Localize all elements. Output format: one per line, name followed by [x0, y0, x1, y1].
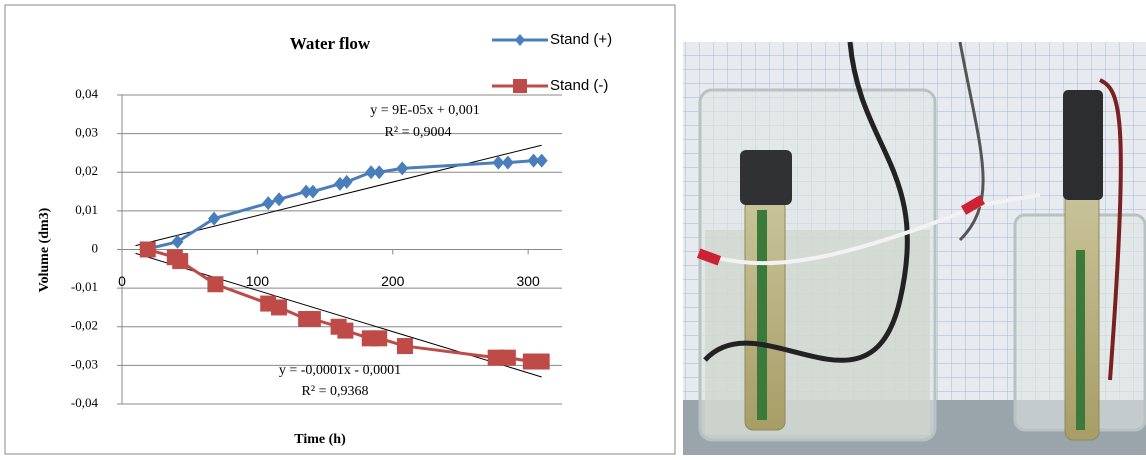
- point: [139, 241, 156, 258]
- point: [271, 299, 288, 316]
- point: [533, 353, 550, 370]
- point: [208, 211, 221, 226]
- point: [499, 349, 516, 366]
- point: [300, 184, 313, 199]
- point: [371, 330, 388, 347]
- trend-r2: R² = 0,9004: [385, 125, 452, 140]
- x-tick-label: 100: [246, 273, 270, 289]
- y-tick-label: 0: [92, 240, 99, 255]
- point: [337, 322, 354, 339]
- x-axis-label: Time (h): [294, 432, 346, 447]
- point: [262, 196, 275, 211]
- y-tick-label: 0,04: [75, 86, 98, 101]
- y-tick-label: -0,02: [71, 318, 98, 333]
- point: [207, 276, 224, 293]
- y-tick-label: -0,01: [71, 279, 98, 294]
- x-tick-label: 0: [118, 273, 126, 289]
- point: [373, 165, 386, 180]
- trend-equation: y = 9E-05x + 0,001: [370, 103, 480, 118]
- y-tick-label: 0,01: [75, 202, 98, 217]
- y-tick-label: 0,03: [75, 125, 98, 140]
- point: [396, 161, 409, 176]
- point: [273, 192, 286, 207]
- point: [365, 165, 378, 180]
- point: [172, 253, 189, 270]
- trend-r2: R² = 0,9368: [302, 384, 369, 399]
- y-tick-label: -0,03: [71, 356, 98, 371]
- point: [501, 155, 514, 170]
- point: [340, 174, 353, 189]
- chart-title: Water flow: [290, 34, 371, 53]
- x-tick-label: 200: [381, 273, 405, 289]
- point: [535, 153, 548, 168]
- legend-label: Stand (+): [550, 31, 612, 48]
- point: [306, 184, 319, 199]
- point: [171, 234, 184, 249]
- point: [304, 311, 321, 328]
- x-tick-label: 300: [516, 273, 540, 289]
- chart-frame: [4, 4, 676, 455]
- point: [492, 155, 505, 170]
- legend-marker: [515, 34, 525, 46]
- point: [396, 338, 413, 355]
- point: [487, 349, 504, 366]
- y-tick-label: 0,02: [75, 163, 98, 178]
- trendline: [135, 144, 542, 247]
- legend-marker: [513, 79, 527, 93]
- y-axis-label: Volume (dm3): [37, 207, 52, 292]
- y-tick-label: -0,04: [71, 395, 99, 410]
- trend-equation: y = -0,0001x - 0,0001: [279, 363, 401, 378]
- photo: [683, 41, 1146, 455]
- legend-label: Stand (-): [550, 77, 608, 94]
- point: [527, 153, 540, 168]
